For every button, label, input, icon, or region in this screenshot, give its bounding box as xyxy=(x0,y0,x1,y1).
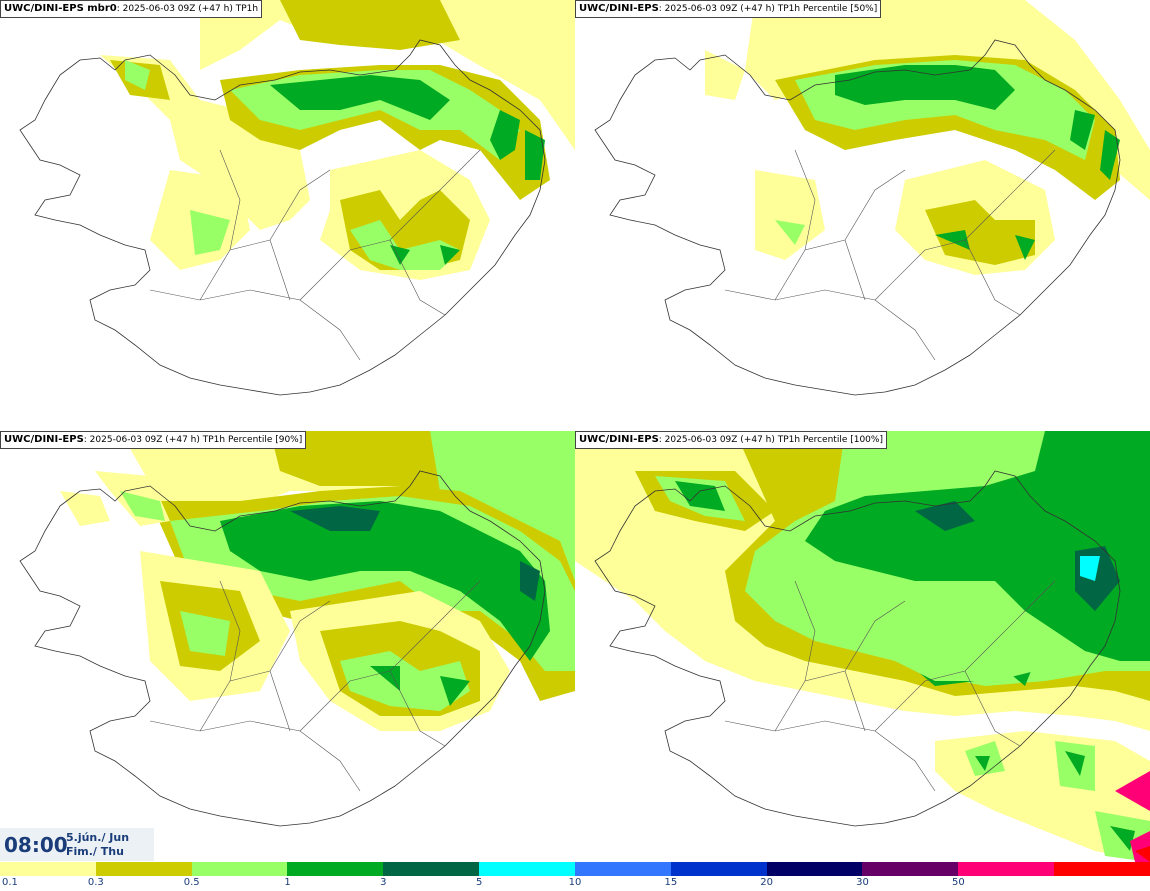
colorbar-tick-label: 15 xyxy=(664,877,678,888)
panel-title: UWC/DINI-EPS: 2025-06-03 09Z (+47 h) TP1… xyxy=(0,431,307,449)
panel-title: UWC/DINI-EPS: 2025-06-03 09Z (+47 h) TP1… xyxy=(575,0,882,18)
precip-map xyxy=(0,431,575,862)
map-panel-p100: UWC/DINI-EPS: 2025-06-03 09Z (+47 h) TP1… xyxy=(575,431,1150,862)
colorbar-swatch xyxy=(479,862,575,876)
colorbar-swatch xyxy=(670,862,767,876)
map-panel-p50: UWC/DINI-EPS: 2025-06-03 09Z (+47 h) TP1… xyxy=(575,0,1150,431)
colorbar-tick-label: 1 xyxy=(284,877,291,888)
colorbar-tick-label: 30 xyxy=(856,877,869,888)
colorbar-tick-labels: 0.1 0.3 0.5 1 3 5 10 15 20 30 50 xyxy=(0,877,1150,891)
colorbar-swatch xyxy=(574,862,671,876)
colorbar-swatch xyxy=(0,862,96,876)
panel-title: UWC/DINI-EPS: 2025-06-03 09Z (+47 h) TP1… xyxy=(575,431,887,449)
map-panel-mbr0: UWC/DINI-EPS mbr0: 2025-06-03 09Z (+47 h… xyxy=(0,0,575,431)
colorbar-swatch xyxy=(287,862,384,876)
colorbar-tick-label: 3 xyxy=(380,877,387,888)
precip-map xyxy=(0,0,575,431)
colorbar-tick-label: 20 xyxy=(760,877,774,888)
valid-time: 08:00 xyxy=(4,833,68,857)
valid-date: 5.jún./ Jun Fim./ Thu xyxy=(66,831,129,859)
colorbar-swatch xyxy=(958,862,1055,876)
colorbar-swatch xyxy=(191,862,288,876)
map-panel-p90: UWC/DINI-EPS: 2025-06-03 09Z (+47 h) TP1… xyxy=(0,431,575,862)
colorbar-tick-label: 50 xyxy=(951,877,965,888)
colorbar-tick-label: 0.5 xyxy=(183,877,200,888)
colorbar-tick-label: 5 xyxy=(475,877,483,888)
colorbar-swatch xyxy=(95,862,192,876)
precip-map xyxy=(575,0,1150,431)
valid-date-line1: 5.jún./ Jun xyxy=(66,831,130,844)
colorbar-tick-label: 10 xyxy=(568,877,582,888)
colorbar-swatch xyxy=(1054,862,1150,876)
precip-map xyxy=(575,431,1150,862)
valid-date-line2: Fim./ Thu xyxy=(66,845,124,858)
panel-title: UWC/DINI-EPS mbr0: 2025-06-03 09Z (+47 h… xyxy=(0,0,263,18)
precip-colorbar xyxy=(0,862,1150,876)
valid-time-box: 08:00 5.jún./ Jun Fim./ Thu xyxy=(0,828,154,861)
colorbar-tick-label: 0.3 xyxy=(87,877,104,888)
colorbar-swatch xyxy=(766,862,863,876)
colorbar-tick-label: 0.1 xyxy=(2,877,18,888)
colorbar-swatch xyxy=(862,862,959,876)
colorbar-swatch xyxy=(383,862,480,876)
